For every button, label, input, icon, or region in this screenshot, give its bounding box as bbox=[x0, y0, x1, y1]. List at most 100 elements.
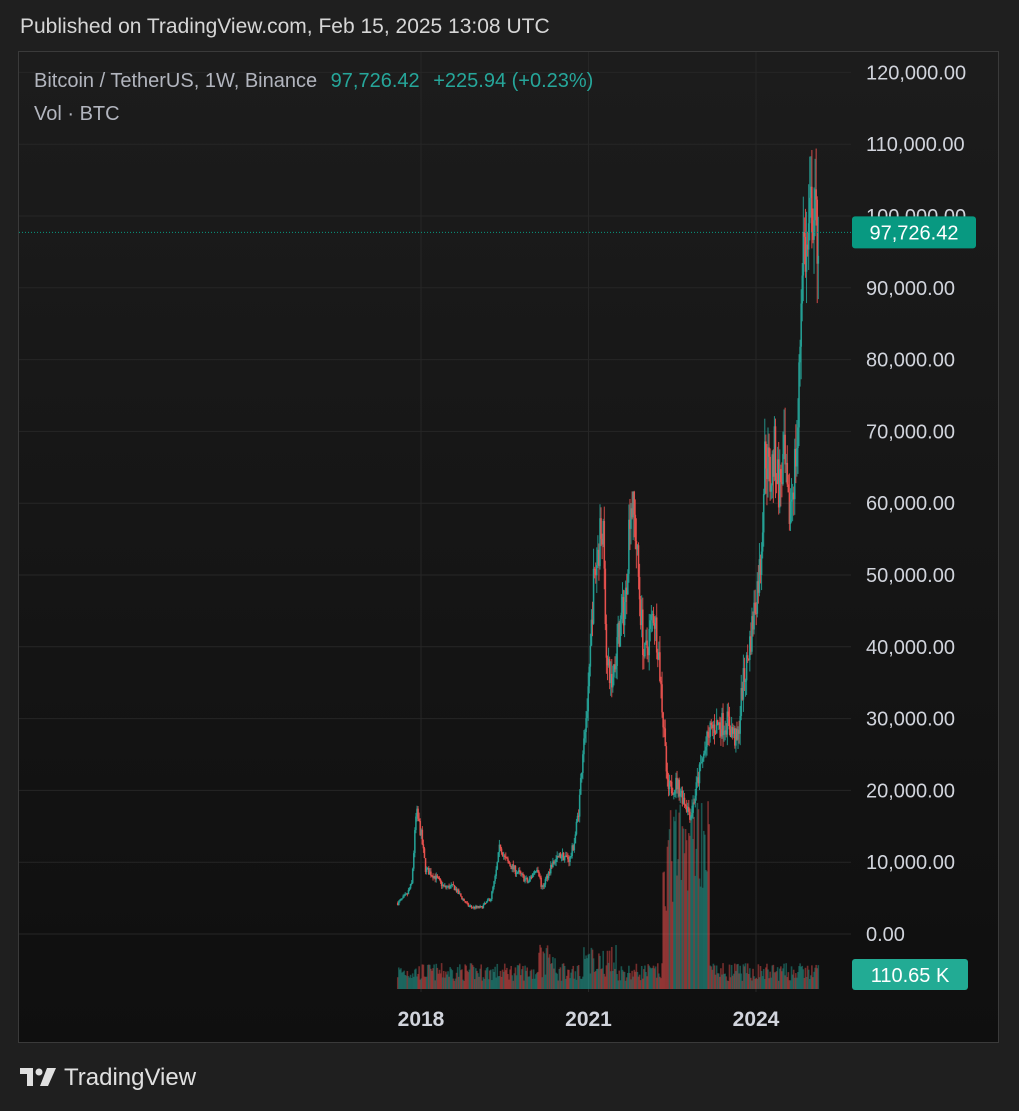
volume-bar bbox=[546, 945, 549, 989]
volume-bar bbox=[517, 965, 520, 989]
candle-body bbox=[816, 199, 819, 264]
volume-bar bbox=[441, 977, 444, 989]
volume-bar bbox=[755, 977, 758, 989]
candle-body bbox=[402, 896, 404, 899]
volume-bar bbox=[708, 824, 710, 989]
volume-bar bbox=[660, 978, 662, 989]
volume-bar bbox=[736, 964, 738, 989]
price-candles bbox=[396, 148, 820, 910]
volume-bar bbox=[724, 973, 726, 989]
volume-bar bbox=[582, 976, 584, 989]
volume-bar bbox=[761, 976, 764, 989]
volume-bar bbox=[751, 980, 753, 989]
time-tick-label: 2024 bbox=[733, 1008, 780, 1031]
volume-bar bbox=[720, 968, 722, 989]
candle-body bbox=[569, 856, 571, 862]
candle-body bbox=[759, 559, 762, 575]
volume-bar bbox=[693, 816, 695, 989]
price-tick-label: 50,000.00 bbox=[866, 565, 955, 587]
volume-bar bbox=[651, 967, 654, 989]
volume-bar bbox=[698, 878, 701, 989]
volume-bar bbox=[479, 968, 481, 989]
volume-bar bbox=[402, 971, 404, 989]
chart-frame[interactable]: 120,000.00110,000.00100,000.0090,000.008… bbox=[18, 51, 999, 1043]
volume-bar bbox=[408, 977, 411, 989]
symbol-legend[interactable]: Bitcoin / TetherUS, 1W, Binance 97,726.4… bbox=[34, 70, 593, 93]
candle-body bbox=[797, 427, 799, 448]
candle-body bbox=[632, 491, 634, 518]
candle-body bbox=[566, 855, 568, 857]
candle-body bbox=[729, 729, 732, 737]
volume-bar bbox=[561, 963, 564, 989]
candle-body bbox=[593, 568, 596, 570]
candle-body bbox=[812, 232, 814, 240]
candle-body bbox=[438, 878, 441, 880]
volume-bar bbox=[555, 972, 557, 989]
volume-bar bbox=[613, 962, 615, 989]
volume-bar bbox=[594, 970, 597, 989]
candle-body bbox=[422, 844, 425, 849]
candle-body bbox=[420, 829, 423, 836]
volume-bar bbox=[445, 971, 447, 989]
volume-bar bbox=[654, 966, 657, 989]
candle-body bbox=[752, 616, 754, 630]
volume-bar bbox=[396, 977, 399, 989]
tradingview-logo-icon bbox=[20, 1068, 56, 1086]
candle-body bbox=[671, 793, 674, 795]
candle-body bbox=[692, 802, 694, 813]
candle-body bbox=[815, 189, 817, 200]
price-axis[interactable]: 120,000.00110,000.00100,000.0090,000.008… bbox=[866, 62, 966, 946]
candle-body bbox=[470, 905, 473, 908]
candle-body bbox=[776, 459, 779, 484]
candle-body bbox=[574, 834, 577, 844]
volume-bar bbox=[579, 978, 582, 989]
candle-body bbox=[668, 781, 671, 790]
candle-body bbox=[578, 794, 581, 817]
price-chart[interactable]: 120,000.00110,000.00100,000.0090,000.008… bbox=[19, 52, 999, 1043]
volume-bar bbox=[714, 974, 717, 989]
candle-body bbox=[552, 861, 554, 868]
candle-body bbox=[441, 884, 444, 887]
volume-bar bbox=[768, 978, 770, 989]
volume-bar bbox=[431, 970, 433, 989]
volume-bar bbox=[470, 963, 473, 989]
volume-bar bbox=[477, 973, 479, 989]
candle-body bbox=[567, 856, 569, 860]
time-axis[interactable]: 2018 2021 2024 bbox=[398, 1008, 780, 1031]
volume-bar bbox=[586, 958, 588, 989]
volume-bar bbox=[750, 977, 752, 989]
volume-bar bbox=[791, 974, 794, 989]
candle-body bbox=[555, 859, 557, 863]
volume-bar bbox=[559, 967, 562, 989]
volume-bar bbox=[717, 973, 720, 989]
volume-bar bbox=[551, 963, 553, 989]
volume-bar bbox=[726, 980, 729, 989]
candle-body bbox=[518, 870, 521, 872]
volume-bar bbox=[598, 953, 600, 989]
candle-body bbox=[448, 885, 450, 889]
price-tick-label: 60,000.00 bbox=[866, 493, 955, 515]
volume-bar bbox=[786, 977, 789, 989]
candle-body bbox=[583, 738, 585, 755]
candle-body bbox=[793, 448, 796, 500]
volume-bar bbox=[439, 973, 442, 989]
candle-body bbox=[677, 779, 679, 790]
volume-legend[interactable]: Vol · BTC bbox=[34, 103, 120, 125]
volume-bar bbox=[770, 977, 773, 989]
volume-bar bbox=[475, 968, 477, 989]
volume-bar bbox=[802, 969, 805, 989]
candle-body bbox=[509, 863, 511, 867]
candle-body bbox=[493, 881, 495, 887]
candle-body bbox=[400, 898, 402, 901]
volume-bar bbox=[454, 978, 457, 989]
volume-bar bbox=[488, 970, 491, 989]
volume-bar bbox=[670, 861, 673, 989]
candle-body bbox=[576, 815, 579, 822]
volume-bar bbox=[599, 955, 601, 989]
volume-bar bbox=[409, 974, 412, 989]
volume-bar bbox=[634, 971, 637, 989]
volume-bar bbox=[567, 969, 569, 989]
candle-body bbox=[749, 636, 751, 660]
volume-bar bbox=[524, 965, 526, 989]
candle-body bbox=[401, 898, 403, 900]
